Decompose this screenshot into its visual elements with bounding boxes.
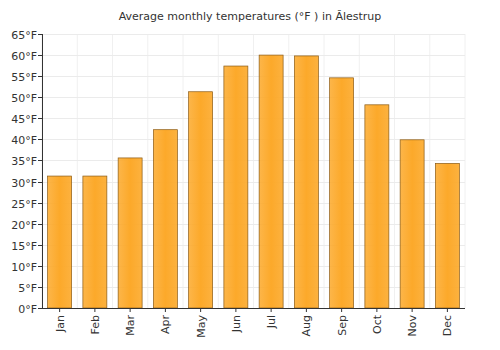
chart-container: Average monthly temperatures (°F ) in Ăl… (0, 0, 500, 350)
grid-line (42, 308, 465, 309)
y-tick (38, 55, 42, 56)
y-tick (38, 203, 42, 204)
x-tick-label: Jul (265, 315, 278, 329)
grid-line (42, 34, 465, 35)
x-tick (130, 308, 131, 312)
title: Average monthly temperatures (°F ) in Ăl… (119, 10, 382, 23)
y-tick (38, 34, 42, 35)
bars (48, 55, 460, 308)
y-tick-label: 20°F (11, 219, 37, 232)
x-tick-label: Nov (406, 315, 419, 337)
x-tick-label: Jan (54, 315, 67, 333)
y-tick-label: 55°F (11, 71, 37, 84)
bar (224, 66, 248, 308)
x-tick (271, 308, 272, 312)
x-tick (94, 308, 95, 312)
x-tick-label: Apr (159, 315, 172, 335)
bar (118, 158, 142, 308)
bar (435, 163, 459, 308)
x-tick (165, 308, 166, 312)
y-tick-label: 40°F (11, 134, 37, 147)
x-tick (235, 308, 236, 312)
y-tick-label: 45°F (11, 113, 37, 126)
y-axis (42, 34, 43, 308)
x-tick-label: Oct (371, 314, 384, 334)
x-tick (412, 308, 413, 312)
y-tick-label: 10°F (11, 261, 37, 274)
y-tick-label: 35°F (11, 155, 37, 168)
x-tick-label: Mar (124, 315, 137, 336)
grid-line (42, 97, 465, 98)
bar (189, 92, 213, 308)
chart-svg: Average monthly temperatures (°F ) in Ăl… (0, 0, 500, 350)
bar (330, 78, 354, 308)
x-tick (200, 308, 201, 312)
x-tick (306, 308, 307, 312)
bar (83, 176, 107, 308)
x-tick (447, 308, 448, 312)
x-tick-label: Feb (89, 315, 102, 334)
bar (259, 55, 283, 308)
bar (294, 56, 318, 308)
y-tick (38, 245, 42, 246)
y-tick (38, 97, 42, 98)
y-tick (38, 287, 42, 288)
x-tick-label: Aug (300, 315, 313, 336)
x-tick-label: Sep (336, 315, 349, 336)
x-tick-label: May (195, 315, 208, 338)
x-tick (59, 308, 60, 312)
x-tick (341, 308, 342, 312)
y-tick (38, 139, 42, 140)
x-tick-label: Dec (441, 315, 454, 336)
y-tick-label: 50°F (11, 92, 37, 105)
y-tick (38, 76, 42, 77)
grid-line (42, 55, 465, 56)
bar (365, 105, 389, 308)
y-tick-label: 0°F (18, 303, 37, 316)
y-tick (38, 160, 42, 161)
bar (153, 130, 177, 308)
y-tick (38, 266, 42, 267)
x-tick-label: Jun (230, 315, 243, 333)
bar (48, 176, 72, 308)
y-tick-label: 5°F (18, 282, 37, 295)
y-tick (38, 308, 42, 309)
grid-line (42, 118, 465, 119)
y-tick-label: 30°F (11, 177, 37, 190)
y-tick (38, 182, 42, 183)
x-axis (42, 308, 465, 309)
grid-line (42, 76, 465, 77)
y-tick-label: 60°F (11, 50, 37, 63)
y-tick-label: 25°F (11, 198, 37, 211)
bar (400, 140, 424, 308)
x-tick (376, 308, 377, 312)
y-tick (38, 224, 42, 225)
y-tick-label: 65°F (11, 29, 37, 42)
y-tick-label: 15°F (11, 240, 37, 253)
y-tick (38, 118, 42, 119)
